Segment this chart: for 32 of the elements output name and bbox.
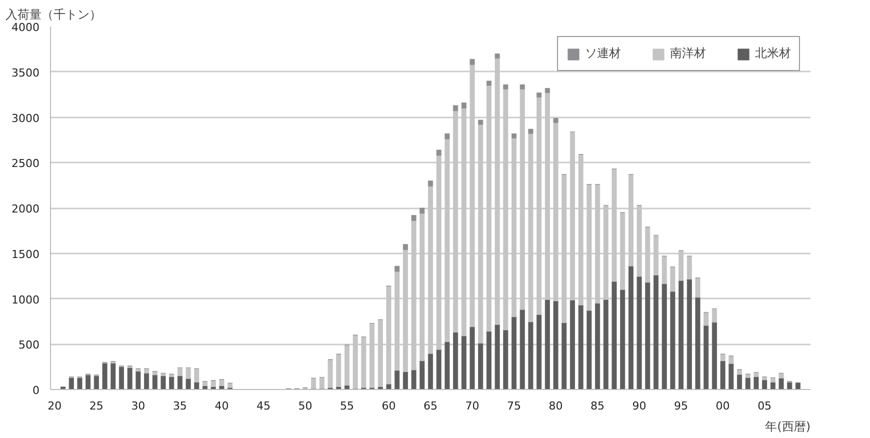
x-tick-label: 95 (674, 400, 688, 412)
x-tick-label: 85 (590, 400, 605, 412)
y-tick-label: 0 (32, 384, 40, 397)
x-axis-title: 年(西暦) (765, 420, 811, 434)
x-tick-label: 55 (340, 400, 354, 412)
y-tick-label: 2000 (12, 202, 40, 216)
x-tick-label: 75 (507, 400, 522, 412)
x-tick-label: 90 (632, 400, 646, 412)
legend-label: 北米材 (755, 45, 791, 62)
x-tick-label: 40 (214, 400, 229, 412)
x-tick-label: 50 (298, 400, 312, 412)
legend-label: 南洋材 (670, 45, 706, 62)
y-tick-label: 1000 (12, 293, 40, 306)
y-axis-title: 入荷量（千トン） (6, 8, 102, 22)
x-tick-label: 25 (89, 400, 104, 412)
x-tick-label: 30 (131, 400, 146, 412)
x-tick-label: 60 (382, 400, 396, 412)
x-tick-label: 80 (548, 400, 563, 412)
x-tick-label: 65 (424, 400, 438, 412)
y-tick-label: 3500 (12, 66, 40, 80)
y-tick-label: 3000 (12, 112, 40, 125)
y-tick-label: 4000 (12, 21, 40, 34)
x-tick-label: 20 (48, 400, 62, 412)
legend-label: ソ連材 (585, 45, 621, 62)
x-tick-label: 35 (172, 400, 187, 412)
y-tick-label: 1500 (12, 248, 40, 261)
y-tick-label: 500 (18, 338, 40, 352)
y-tick-label: 2500 (12, 157, 40, 170)
x-tick-label: 70 (465, 400, 480, 412)
x-tick-label: 05 (758, 400, 772, 412)
x-tick-label: 00 (716, 400, 730, 412)
x-tick-label: 45 (256, 400, 270, 412)
